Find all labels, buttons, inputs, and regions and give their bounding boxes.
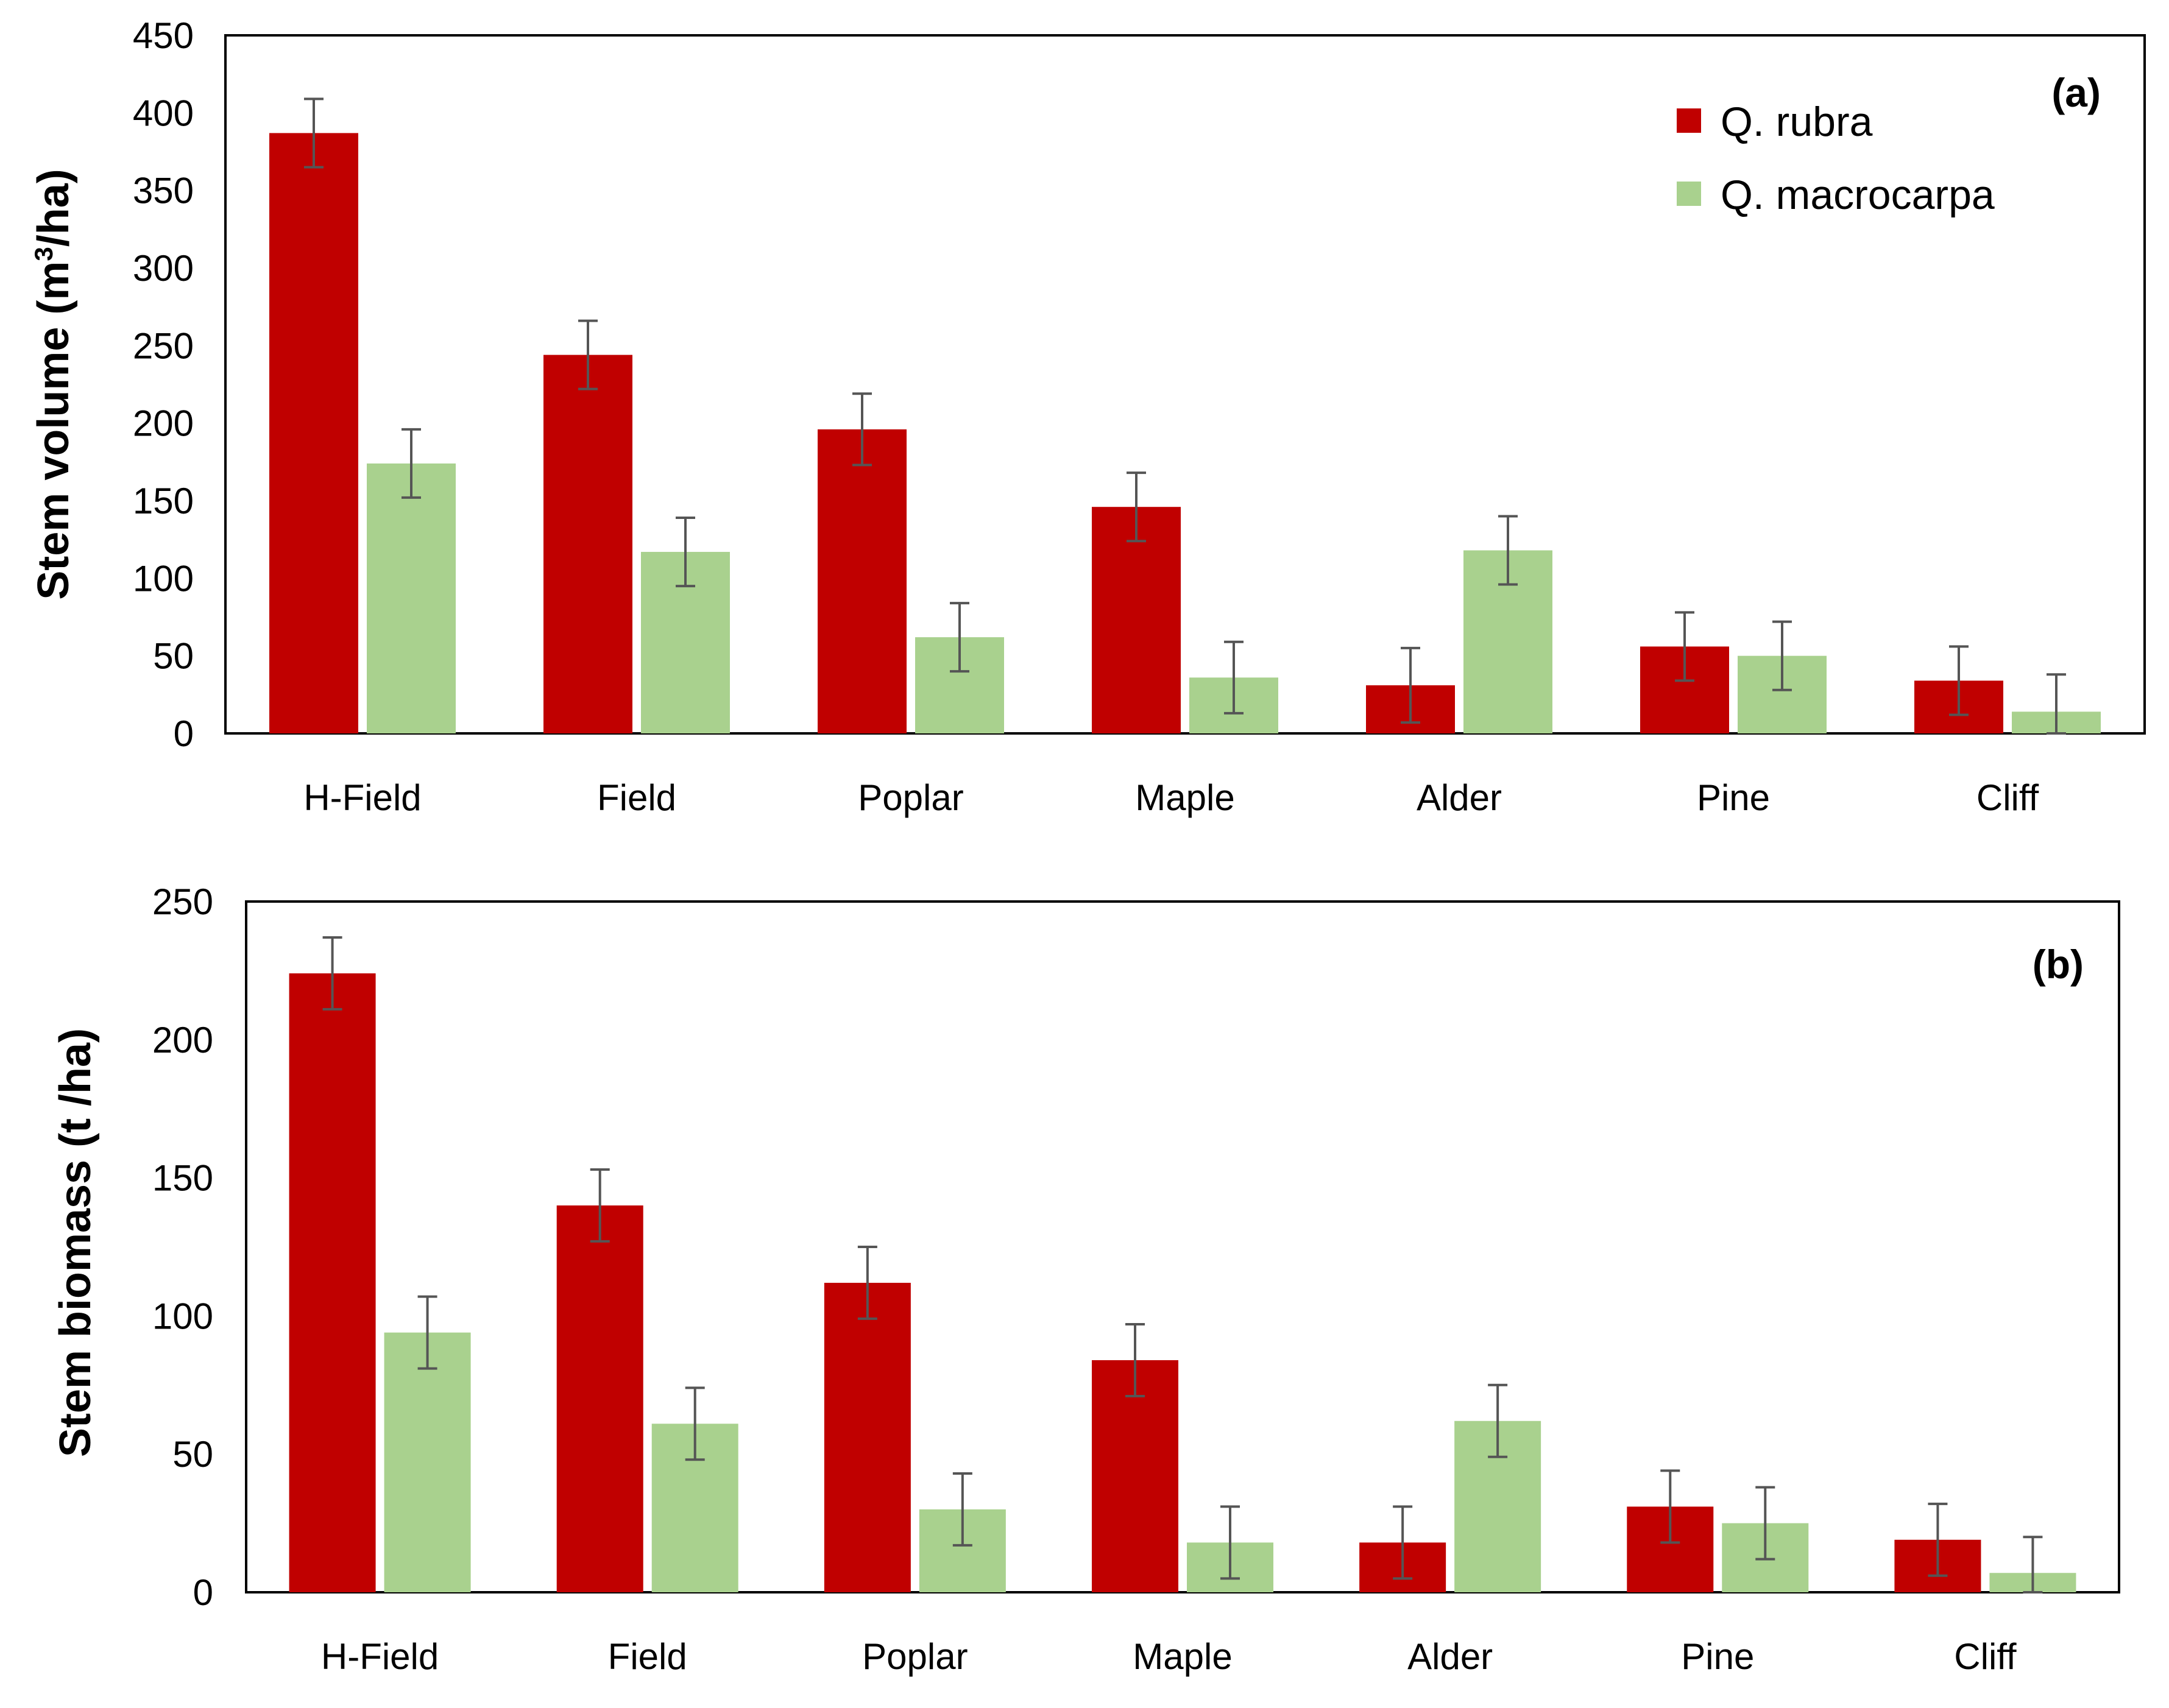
panel-a-bar-poplar-q-rubra [818,429,907,733]
panel-a-y-tick-100: 100 [133,558,194,599]
panel-b-error-bar-field-q-rubra [590,1168,610,1243]
panel-b-y-tick-250: 250 [152,881,213,922]
panel-b-bars [289,973,2076,1592]
panel-a-y-axis-ticks: 0 50 100 150 200 250 300 350 400 450 [133,15,194,754]
panel-a-error-bar-pine-q-macrocarpa [1772,620,1792,691]
panel-a-x-label-alder: Alder [1417,777,1502,818]
panel-a-error-bar-poplar-q-macrocarpa [950,602,969,673]
panel-b-error-bar-poplar-q-macrocarpa [952,1472,972,1547]
panel-b-y-tick-50: 50 [172,1434,213,1475]
legend: Q. rubra Q. macrocarpa [1677,99,1995,218]
panel-a-error-bar-maple-q-macrocarpa [1224,640,1244,715]
panel-b-label: (b) [2033,942,2084,987]
panel-b-plot-frame [245,900,2120,1593]
panel-a-error-bar-alder-q-macrocarpa [1498,515,1518,586]
panel-a-error-bar-cliff-q-rubra [1949,645,1969,716]
panel-a-error-bar-maple-q-rubra [1127,471,1146,543]
panel-a-error-bar-field-q-macrocarpa [676,517,695,588]
panel-a-bars [269,133,2101,733]
panel-a-y-tick-250: 250 [133,325,194,366]
panel-b-error-bar-poplar-q-rubra [857,1246,877,1320]
panel-b-x-label-field: Field [608,1636,687,1677]
panel-a-y-tick-0: 0 [174,713,194,754]
legend-label-q-macrocarpa: Q. macrocarpa [1721,172,1995,218]
panel-b-error-bar-maple-q-rubra [1125,1323,1145,1397]
panel-b-x-axis-labels: H-Field Field Poplar Maple Alder Pine Cliff [321,1636,2017,1677]
panel-a-x-label-pine: Pine [1697,777,1770,818]
panel-a-y-tick-200: 200 [133,403,194,444]
panel-b-x-label-h-field: H-Field [321,1636,439,1677]
panel-b-bar-h-field-q-rubra [289,973,376,1592]
panel-a-bar-h-field-q-macrocarpa [367,463,456,733]
panel-b-error-bar-alder-q-rubra [1393,1505,1413,1580]
panel-b-error-bar-h-field-q-macrocarpa [417,1295,437,1370]
panel-b-error-bar-field-q-macrocarpa [685,1386,705,1461]
panel-b-stem-biomass: 0 50 100 150 200 250 H-Field Field Poplar Maple A… [51,881,2120,1677]
panel-a-bar-maple-q-rubra [1092,507,1181,733]
panel-a-error-bar-field-q-rubra [578,319,598,390]
panel-a-x-label-h-field: H-Field [303,777,421,818]
panel-b-x-label-alder: Alder [1407,1636,1493,1677]
panel-b-y-axis-label: Stem biomass (t /ha) [51,1028,100,1457]
panel-b-x-label-maple: Maple [1133,1636,1232,1677]
panel-a-y-tick-150: 150 [133,481,194,521]
panel-b-y-tick-200: 200 [152,1020,213,1060]
legend-label-q-rubra: Q. rubra [1721,99,1873,145]
panel-a-y-tick-450: 450 [133,15,194,56]
panel-a-error-bar-poplar-q-rubra [852,392,872,467]
panel-a-label: (a) [2051,70,2101,115]
panel-a-error-bar-h-field-q-macrocarpa [402,428,421,499]
panel-a-y-tick-400: 400 [133,93,194,133]
panel-b-x-label-cliff: Cliff [1954,1636,2017,1677]
panel-b-x-label-pine: Pine [1681,1636,1754,1677]
legend-swatch-q-rubra [1677,108,1701,133]
panel-b-error-bar-cliff-q-macrocarpa [2023,1536,2043,1593]
panel-a-x-label-maple: Maple [1135,777,1234,818]
panel-a-y-tick-50: 50 [153,636,194,677]
panel-a-bar-field-q-rubra [543,355,632,733]
panel-a-plot-frame [224,34,2146,735]
panel-a-error-bar-cliff-q-macrocarpa [2047,673,2066,735]
panel-b-y-tick-100: 100 [152,1296,213,1336]
panel-a-y-tick-350: 350 [133,171,194,211]
panel-a-y-axis-label: Stem volume (m3/ha) [29,169,78,600]
panel-b-bar-poplar-q-rubra [824,1282,911,1592]
panel-b-error-bar-alder-q-macrocarpa [1488,1383,1508,1458]
panel-b-error-bar-maple-q-macrocarpa [1220,1505,1240,1580]
legend-swatch-q-macrocarpa [1677,182,1701,206]
panel-b-bar-maple-q-rubra [1092,1360,1178,1592]
panel-b-error-bar-cliff-q-rubra [1928,1502,1948,1577]
panel-a-error-bars [304,97,2066,735]
panel-a-stem-volume: 0 50 100 150 200 250 300 350 400 450 H-Field Field… [29,15,2146,818]
panel-b-y-axis-ticks: 0 50 100 150 200 250 [152,881,213,1613]
panel-a-error-bar-h-field-q-rubra [304,97,324,169]
panel-a-error-bar-alder-q-rubra [1401,646,1420,724]
panel-a-x-label-poplar: Poplar [858,777,963,818]
panel-b-error-bar-pine-q-macrocarpa [1755,1486,1775,1561]
panel-b-error-bars [322,936,2043,1593]
panel-b-y-tick-150: 150 [152,1158,213,1199]
panel-b-error-bar-pine-q-rubra [1660,1469,1680,1544]
panel-b-bar-field-q-rubra [556,1205,643,1592]
panel-a-error-bar-pine-q-rubra [1675,611,1694,682]
panel-a-x-axis-labels: H-Field Field Poplar Maple Alder Pine Cliff [303,777,2039,818]
panel-b-error-bar-h-field-q-rubra [322,936,342,1011]
panel-a-y-tick-300: 300 [133,248,194,289]
panel-b-x-label-poplar: Poplar [862,1636,968,1677]
panel-b-bar-h-field-q-macrocarpa [384,1332,471,1592]
panel-a-x-label-cliff: Cliff [1976,777,2039,818]
panel-a-bar-h-field-q-rubra [269,133,358,733]
panel-b-y-tick-0: 0 [193,1572,213,1613]
panel-a-x-label-field: Field [597,777,676,818]
